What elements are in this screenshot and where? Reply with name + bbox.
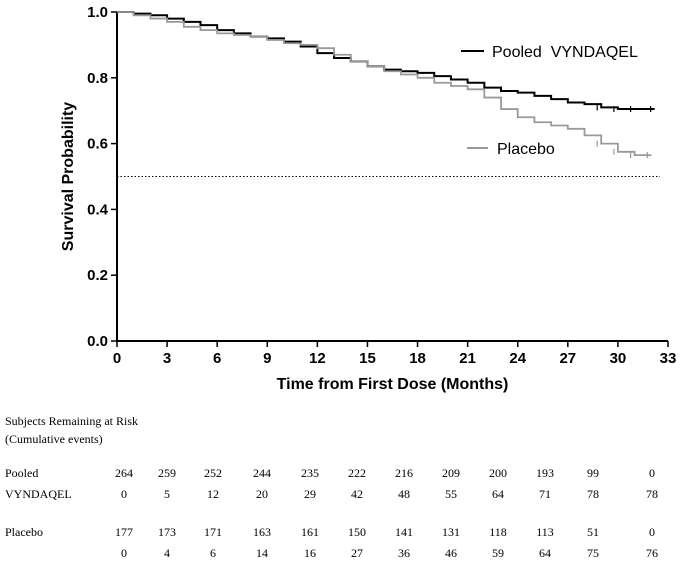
risk-at-risk-value: 118	[489, 525, 507, 539]
risk-table-subtitle: (Cumulative events)	[5, 432, 103, 446]
risk-events-value: 29	[304, 487, 316, 501]
risk-events-value: 78	[587, 487, 599, 501]
risk-events-value: 14	[256, 546, 268, 560]
risk-at-risk-value: 235	[301, 466, 319, 480]
survival-chart: 0 3 6 9 12 15 18 21 24 27 30 33 0.00.20.40.60.81.0 …	[60, 4, 677, 393]
x-tick-label: 27	[559, 350, 576, 367]
risk-at-risk-value: 244	[253, 466, 271, 480]
x-tick-label: 0	[113, 350, 121, 367]
risk-group-label: Pooled	[5, 466, 39, 480]
risk-at-risk-value: 173	[158, 525, 176, 539]
x-tick-label: 24	[509, 350, 526, 367]
x-tick-label: 12	[309, 350, 326, 367]
risk-at-risk-value: 0	[649, 466, 655, 480]
x-tick-label: 9	[263, 350, 271, 367]
risk-at-risk-value: 51	[587, 525, 599, 539]
series-group	[117, 11, 655, 159]
risk-at-risk-value: 264	[115, 466, 133, 480]
risk-at-risk-value: 113	[536, 525, 554, 539]
risk-at-risk-value: 99	[587, 466, 599, 480]
risk-events-value: 6	[210, 546, 216, 560]
risk-at-risk-value: 163	[253, 525, 271, 539]
risk-events-value: 4	[164, 546, 170, 560]
y-tick-label: 0.2	[87, 267, 108, 284]
risk-events-value: 55	[445, 487, 457, 501]
x-tick-label: 30	[610, 350, 627, 367]
x-tick-label: 15	[359, 350, 376, 367]
series-line-placebo	[117, 11, 652, 157]
risk-at-risk-value: 141	[395, 525, 413, 539]
risk-at-risk-value: 252	[204, 466, 222, 480]
legend-label-pooled: Pooled VYNDAQEL	[492, 44, 638, 61]
risk-events-value: 78	[646, 487, 658, 501]
risk-at-risk-value: 0	[649, 525, 655, 539]
x-tick-label: 21	[459, 350, 476, 367]
risk-at-risk-value: 209	[442, 466, 460, 480]
risk-at-risk-value: 222	[348, 466, 366, 480]
risk-events-value: 48	[398, 487, 410, 501]
risk-events-value: 46	[445, 546, 457, 560]
x-axis-ticks: 0 3 6 9 12 15 18 21 24 27 30 33	[113, 341, 677, 367]
risk-group-label: VYNDAQEL	[5, 487, 72, 501]
risk-at-risk-value: 259	[158, 466, 176, 480]
risk-events-value: 0	[121, 546, 127, 560]
y-tick-label: 0.0	[87, 333, 108, 350]
risk-events-value: 59	[492, 546, 504, 560]
legend-label-placebo: Placebo	[497, 141, 555, 158]
risk-events-value: 27	[351, 546, 363, 560]
risk-events-value: 20	[256, 487, 268, 501]
risk-events-value: 0	[121, 487, 127, 501]
y-tick-label: 0.6	[87, 136, 108, 153]
risk-events-value: 42	[351, 487, 363, 501]
risk-table-title: Subjects Remaining at Risk	[5, 414, 138, 428]
risk-events-value: 71	[539, 487, 551, 501]
legend: Pooled VYNDAQEL Placebo	[461, 44, 638, 158]
y-tick-label: 1.0	[87, 4, 108, 21]
risk-at-risk-value: 193	[536, 466, 554, 480]
risk-at-risk-value: 200	[489, 466, 507, 480]
risk-group-label: Placebo	[5, 525, 43, 539]
risk-events-value: 64	[492, 487, 504, 501]
risk-at-risk-value: 216	[395, 466, 413, 480]
x-tick-label: 3	[163, 350, 171, 367]
risk-events-value: 76	[646, 546, 658, 560]
risk-events-value: 5	[164, 487, 170, 501]
risk-events-value: 75	[587, 546, 599, 560]
risk-at-risk-value: 161	[301, 525, 319, 539]
y-axis-ticks: 0.0 0.2 0.4 0.6 0.8 1.0	[87, 4, 117, 350]
risk-events-value: 64	[539, 546, 551, 560]
plot-frame	[116, 12, 668, 342]
risk-events-value: 16	[304, 546, 316, 560]
risk-events-value: 36	[398, 546, 410, 560]
x-tick-label: 33	[660, 350, 677, 367]
risk-at-risk-value: 171	[204, 525, 222, 539]
risk-at-risk-value: 177	[115, 525, 133, 539]
x-axis-title: Time from First Dose (Months)	[277, 376, 509, 393]
x-tick-label: 18	[409, 350, 426, 367]
risk-at-risk-value: 131	[442, 525, 460, 539]
x-tick-label: 6	[213, 350, 221, 367]
y-tick-label: 0.4	[87, 201, 109, 218]
risk-at-risk-value: 150	[348, 525, 366, 539]
y-axis-title: Survival Probability	[60, 102, 77, 251]
risk-events-value: 12	[207, 487, 219, 501]
y-tick-label: 0.8	[87, 70, 108, 87]
